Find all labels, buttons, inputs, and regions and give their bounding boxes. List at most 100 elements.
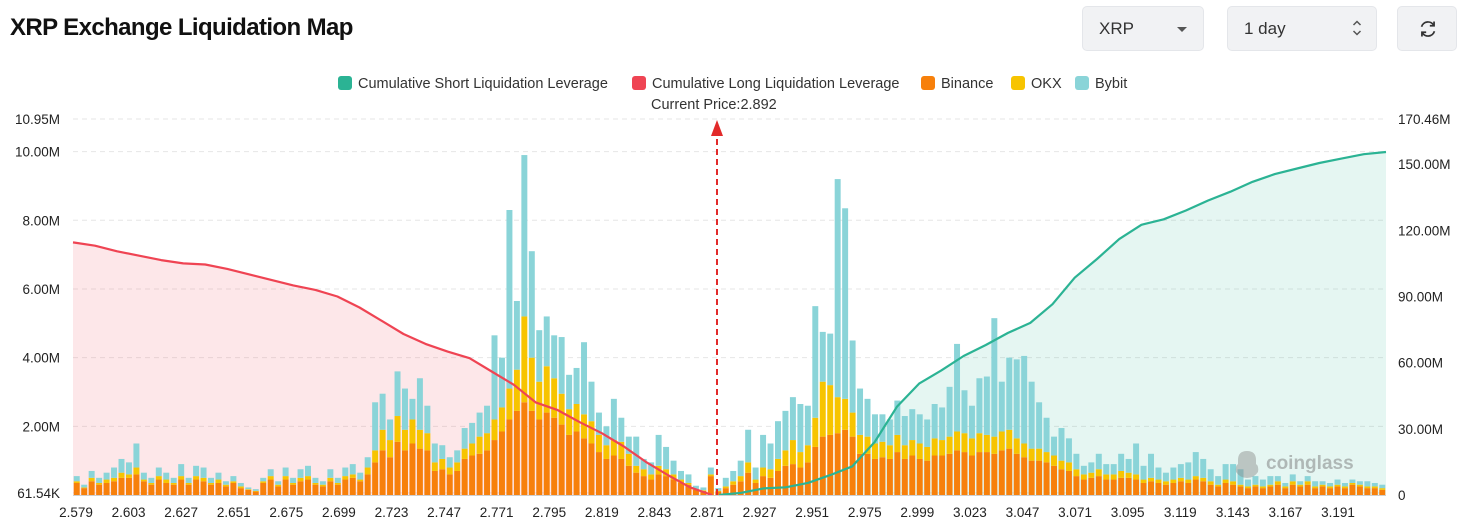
bar-binance [1006, 448, 1013, 495]
bar-binance [1319, 486, 1326, 495]
bar-bybit [1192, 452, 1199, 477]
bar-bybit [245, 487, 252, 490]
bar-binance [909, 455, 916, 495]
bar-okx [707, 474, 714, 477]
bar-bybit [804, 405, 811, 446]
bar-binance [461, 458, 468, 495]
y-left-tick: 2.00M [22, 419, 60, 434]
bar-bybit [267, 469, 274, 477]
bar-bybit [491, 335, 498, 420]
bar-binance [1185, 482, 1192, 495]
y-left-tick: 61.54K [17, 486, 60, 501]
bar-bybit [125, 462, 132, 475]
bar-bybit [1051, 436, 1058, 456]
bar-bybit [140, 472, 147, 480]
legend-bybit[interactable]: Bybit [1075, 76, 1127, 92]
y-left-tick: 4.00M [22, 351, 60, 366]
bar-bybit [543, 316, 550, 367]
bar-bybit [349, 464, 356, 475]
bar-binance [319, 486, 326, 495]
page-title: XRP Exchange Liquidation Map [10, 14, 353, 41]
bar-bybit [588, 381, 595, 422]
bar-bybit [1140, 465, 1147, 480]
bar-bybit [111, 467, 118, 478]
bar-binance [476, 453, 483, 495]
bar-bybit [237, 482, 244, 487]
bar-bybit [1282, 482, 1289, 487]
bar-okx [1013, 438, 1020, 454]
bar-bybit [1088, 462, 1095, 473]
bar-okx [111, 477, 118, 482]
bar-okx [812, 417, 819, 447]
legend-long[interactable]: Cumulative Long Liquidation Leverage [632, 76, 899, 92]
bar-binance [558, 424, 565, 495]
bar-okx [1379, 488, 1386, 490]
bar-binance [543, 412, 550, 495]
bar-okx [394, 416, 401, 442]
bar-binance [193, 479, 200, 495]
bar-bybit [864, 398, 871, 437]
bar-binance [678, 482, 684, 495]
bar-binance [745, 472, 752, 495]
bar-okx [290, 482, 297, 485]
bar-okx [886, 445, 893, 459]
bar-bybit [252, 489, 259, 491]
bar-okx [163, 479, 170, 483]
bar-bybit [439, 445, 446, 459]
bar-okx [1065, 462, 1072, 471]
bar-okx [208, 482, 214, 485]
bar-bybit [155, 467, 162, 477]
bar-binance [857, 453, 864, 495]
bar-binance [1148, 481, 1154, 495]
bar-okx [588, 421, 595, 444]
x-tick: 3.191 [1321, 505, 1355, 520]
bar-binance [222, 486, 229, 495]
bar-bybit [178, 464, 185, 477]
bar-okx [715, 490, 722, 492]
bar-bybit [424, 405, 431, 434]
bar-binance [610, 455, 617, 495]
bar-bybit [998, 381, 1005, 432]
bar-bybit [1245, 479, 1251, 487]
bar-okx [402, 429, 408, 451]
bar-bybit [931, 404, 938, 439]
bar-okx [513, 369, 520, 411]
legend-binance[interactable]: Binance [921, 76, 993, 92]
bar-bybit [707, 467, 714, 475]
bar-binance [722, 488, 729, 495]
bar-binance [1334, 486, 1341, 495]
legend-binance-label: Binance [941, 76, 994, 92]
legend-okx[interactable]: OKX [1011, 76, 1062, 92]
bar-okx [1222, 479, 1229, 483]
bar-okx [491, 419, 498, 441]
bar-binance [573, 431, 580, 495]
bar-binance [1170, 482, 1177, 495]
refresh-button[interactable] [1397, 6, 1457, 51]
bar-binance [1043, 462, 1050, 495]
bar-okx [901, 445, 908, 459]
bar-okx [125, 474, 132, 478]
legend-short[interactable]: Cumulative Short Liquidation Leverage [338, 76, 608, 92]
bar-binance [536, 419, 543, 495]
bar-bybit [222, 481, 229, 485]
bar-binance [1304, 484, 1311, 495]
bar-bybit [1177, 464, 1184, 478]
bar-binance [1177, 481, 1184, 495]
bar-okx [551, 378, 558, 418]
bar-bybit [610, 398, 617, 441]
bar-binance [1237, 486, 1244, 495]
coin-select[interactable]: XRP [1082, 6, 1204, 51]
bar-okx [1177, 477, 1184, 482]
range-select[interactable]: 1 day [1227, 6, 1377, 51]
x-tick: 2.771 [480, 505, 514, 520]
bar-binance [879, 457, 886, 495]
bar-okx [1088, 472, 1095, 478]
current-price-label: Current Price:2.892 [651, 97, 777, 113]
bar-bybit [1103, 464, 1110, 475]
bar-binance [297, 481, 304, 495]
bar-binance [513, 410, 520, 495]
bar-bybit [133, 443, 140, 468]
bar-bybit [193, 465, 200, 477]
coinglass-logo-icon [1235, 451, 1259, 478]
